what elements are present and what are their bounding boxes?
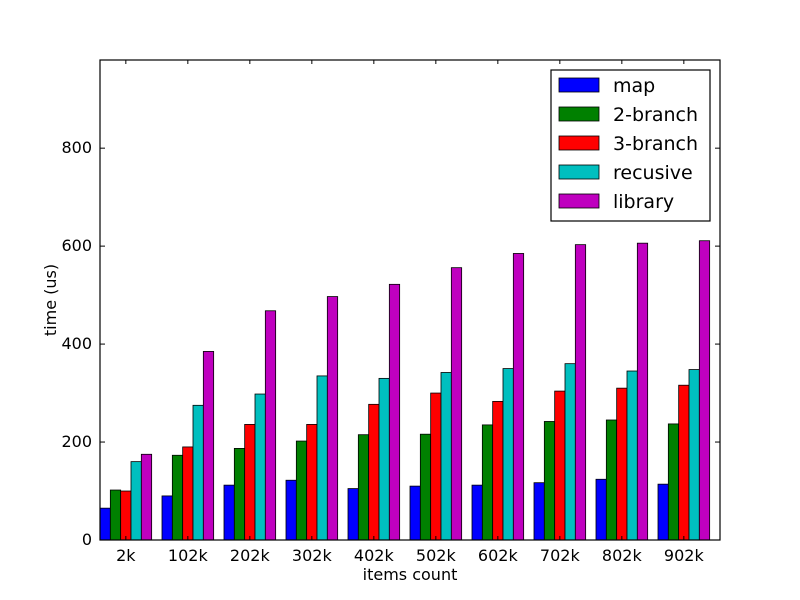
legend-swatch-3-branch [558, 135, 600, 151]
bar-2-branch-702k [543, 421, 556, 541]
x-axis-label: items count [363, 565, 458, 584]
y-tick-label: 800 [61, 138, 92, 157]
bar-3-branch-602k [492, 400, 504, 541]
legend: map 2-branch 3-branch recusive library [550, 69, 711, 222]
bar-3-branch-302k [306, 424, 318, 541]
legend-label-map: map [613, 75, 655, 97]
legend-swatch-library [558, 193, 600, 209]
bar-recusive-2k [130, 461, 142, 541]
y-tick-label: 600 [61, 236, 92, 255]
bar-2-branch-102k [171, 454, 184, 541]
bar-recusive-402k [378, 377, 390, 541]
x-tick-label: 102k [168, 546, 209, 565]
bar-library-102k [202, 351, 215, 541]
bar-recusive-202k [254, 393, 266, 541]
bar-library-602k [512, 253, 525, 541]
x-tick-label: 302k [292, 546, 333, 565]
legend-swatch-recusive [558, 164, 600, 180]
bar-library-302k [326, 296, 339, 541]
y-axis-ticks: 0 200 400 600 800 [61, 138, 720, 549]
bar-2-branch-802k [605, 419, 618, 541]
bar-map-402k [347, 488, 359, 541]
legend-label-3-branch: 3-branch [613, 133, 698, 155]
bar-2-branch-2k [109, 489, 122, 541]
bar-2-branch-202k [233, 448, 246, 541]
bar-library-402k [388, 283, 401, 541]
legend-label-library: library [613, 191, 674, 213]
bar-map-302k [285, 479, 297, 541]
bar-2-branch-402k [357, 434, 370, 541]
plot-area-frame [99, 59, 721, 541]
legend-label-2-branch: 2-branch [613, 104, 698, 126]
bar-3-branch-402k [368, 403, 380, 541]
bar-2-branch-602k [481, 424, 494, 541]
x-axis-ticks: 2k 102k 202k 302k 402k 502k 602k 702k 802k 902k [116, 60, 704, 565]
bar-library-202k [264, 310, 277, 541]
bar-recusive-802k [626, 370, 638, 541]
y-tick-label: 400 [61, 334, 92, 353]
bar-3-branch-502k [430, 392, 442, 541]
legend-swatch-2-branch [558, 106, 600, 122]
bar-recusive-102k [192, 404, 204, 541]
y-tick-label: 200 [61, 432, 92, 451]
y-axis-label: time (us) [41, 264, 60, 336]
x-tick-label: 402k [354, 546, 395, 565]
bar-3-branch-202k [244, 424, 256, 541]
legend-label-recusive: recusive [613, 162, 693, 184]
bar-3-branch-102k [182, 446, 194, 541]
bar-map-2k [99, 507, 111, 541]
x-tick-label: 202k [230, 546, 271, 565]
bar-recusive-502k [440, 372, 452, 541]
bar-recusive-602k [502, 368, 514, 541]
bar-map-102k [161, 495, 173, 541]
bar-3-branch-702k [554, 390, 566, 541]
bar-recusive-302k [316, 375, 328, 541]
x-tick-label: 702k [540, 546, 581, 565]
bar-map-602k [471, 484, 483, 541]
bar-map-702k [533, 482, 545, 541]
bar-3-branch-2k [120, 490, 132, 541]
bar-library-2k [140, 453, 153, 541]
legend-swatch-map [558, 77, 600, 93]
bar-map-902k [657, 483, 669, 541]
x-tick-label: 2k [116, 546, 136, 565]
bar-recusive-902k [688, 369, 700, 541]
bar-map-202k [223, 484, 235, 541]
bar-map-502k [409, 485, 421, 541]
bar-2-branch-902k [667, 423, 680, 541]
bar-library-902k [698, 240, 711, 541]
bar-library-702k [574, 244, 587, 541]
bar-2-branch-502k [419, 433, 432, 541]
bar-recusive-702k [564, 363, 576, 541]
x-tick-label: 502k [416, 546, 457, 565]
bar-3-branch-802k [616, 387, 628, 541]
x-tick-label: 802k [602, 546, 643, 565]
bar-library-802k [636, 242, 649, 541]
bar-2-branch-302k [295, 440, 308, 541]
bar-3-branch-902k [678, 384, 690, 541]
bar-library-502k [450, 267, 463, 541]
x-tick-label: 602k [478, 546, 519, 565]
y-tick-label: 0 [82, 530, 92, 549]
bar-map-802k [595, 478, 607, 541]
x-tick-label: 902k [664, 546, 705, 565]
